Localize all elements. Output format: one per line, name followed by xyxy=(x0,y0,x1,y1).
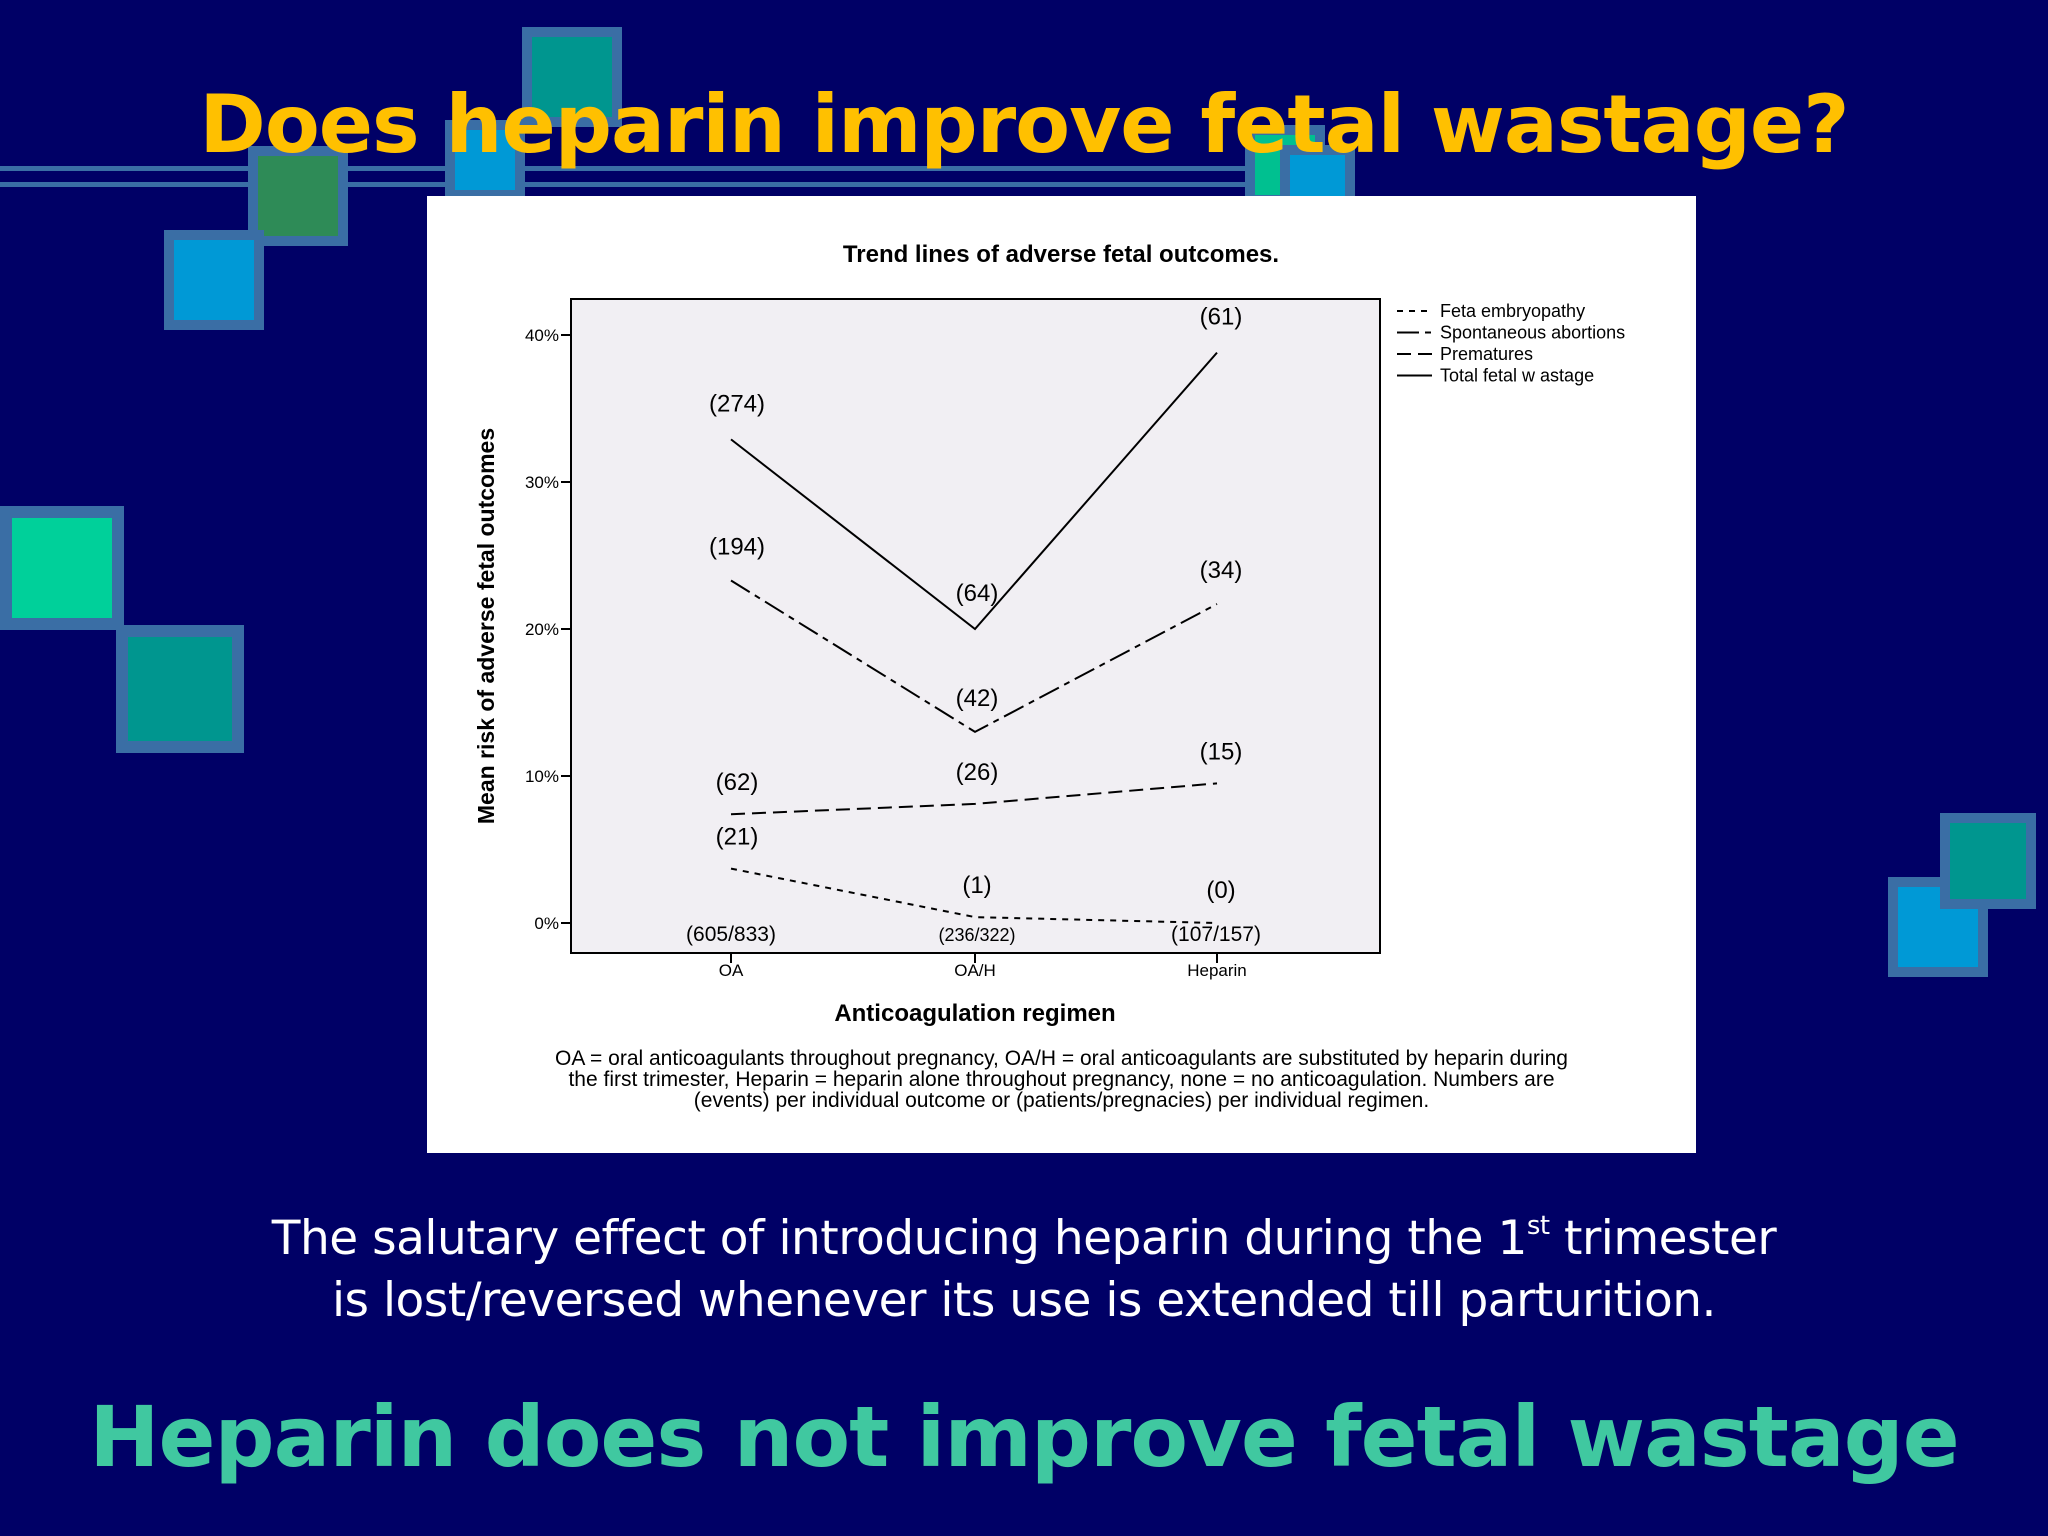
data-label: (274) xyxy=(709,390,765,417)
data-label: (0) xyxy=(1206,877,1235,904)
y-tick-label: 20% xyxy=(525,620,559,639)
x-tick-label: OA/H xyxy=(954,961,996,980)
conclusion-text: Heparin does not improve fetal wastage xyxy=(89,1388,1959,1486)
category-count-label: (107/157) xyxy=(1171,923,1261,946)
chart-panel: Trend lines of adverse fetal outcomes. 0%… xyxy=(427,196,1696,1153)
y-tick-label: 0% xyxy=(534,914,559,933)
series-line xyxy=(730,867,1218,924)
data-label: (42) xyxy=(956,685,999,712)
chart-footnote-line-2: the first trimester, Heparin = heparin a… xyxy=(568,1068,1555,1091)
data-label: (64) xyxy=(956,580,999,607)
data-label: (1) xyxy=(962,872,991,899)
y-tick-label: 30% xyxy=(525,473,559,492)
body-text: The salutary effect of introducing hepar… xyxy=(0,1208,2048,1332)
decor-square xyxy=(522,27,622,127)
legend-entry: Total fetal w astage xyxy=(1440,366,1594,386)
line-chart: Trend lines of adverse fetal outcomes. 0%… xyxy=(473,241,1625,1027)
category-count-label: (605/833) xyxy=(686,923,776,946)
series-line xyxy=(730,782,1218,816)
body-line-2: is lost/reversed whenever its use is ext… xyxy=(332,1273,1717,1328)
series-line xyxy=(730,579,1218,734)
data-label: (21) xyxy=(716,824,759,851)
decor-square xyxy=(445,120,525,200)
x-axis-label: Anticoagulation regimen xyxy=(834,1000,1115,1027)
chart-footnote-line-1: OA = oral anticoagulants throughout preg… xyxy=(555,1047,1568,1070)
category-count-label: (236/322) xyxy=(938,925,1015,945)
decor-square xyxy=(248,146,348,246)
y-tick-label: 40% xyxy=(525,326,559,345)
body-line-1: The salutary effect of introducing hepar… xyxy=(0,1208,2048,1270)
decor-line-top xyxy=(0,166,1330,171)
y-tick-label: 10% xyxy=(525,767,559,786)
chart-footnote-line-3: (events) per individual outcome or (pati… xyxy=(693,1089,1430,1112)
data-label: (26) xyxy=(956,759,999,786)
data-label: (34) xyxy=(1200,557,1243,584)
series-line xyxy=(730,351,1218,631)
legend-entry: Prematures xyxy=(1440,344,1533,364)
chart-title: Trend lines of adverse fetal outcomes. xyxy=(843,241,1279,268)
decor-square xyxy=(0,506,124,630)
x-tick-label: OA xyxy=(719,961,744,980)
x-tick-label: Heparin xyxy=(1187,961,1247,980)
body-line-1-tail: trimester xyxy=(1549,1211,1777,1266)
data-label: (15) xyxy=(1200,738,1243,765)
legend-entry: Spontaneous abortions xyxy=(1440,323,1625,343)
body-line-1-superscript: st xyxy=(1526,1211,1550,1241)
decor-square xyxy=(164,230,264,330)
plot-area xyxy=(570,298,1381,954)
decor-line-mid xyxy=(0,182,1330,187)
slide-title: Does heparin improve fetal wastage? xyxy=(199,78,1849,171)
y-axis-label: Mean risk of adverse fetal outcomes xyxy=(473,428,499,824)
body-line-1-text: The salutary effect of introducing hepar… xyxy=(271,1211,1528,1266)
decor-square xyxy=(1940,813,2036,909)
data-label: (62) xyxy=(716,769,759,796)
legend-entry: Feta embryopathy xyxy=(1440,301,1585,321)
data-label: (194) xyxy=(709,533,765,560)
data-label: (61) xyxy=(1200,304,1243,331)
decor-square xyxy=(116,625,244,753)
